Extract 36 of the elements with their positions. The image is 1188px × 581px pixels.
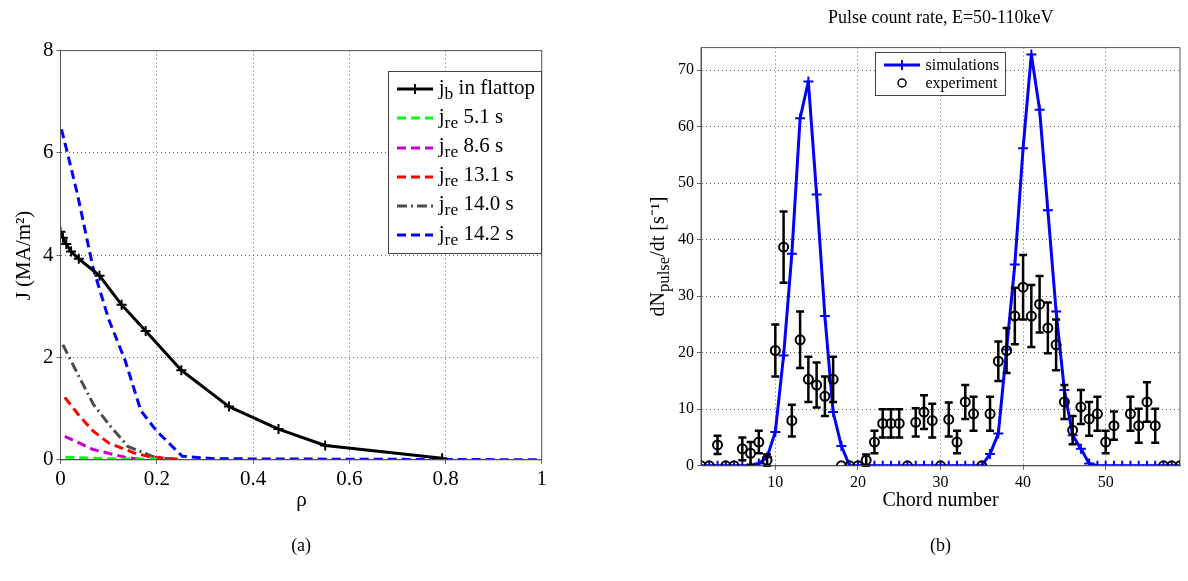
y-tick-label: 70 (678, 60, 694, 78)
x-tick-label: 0.2 (143, 465, 170, 490)
x-tick-label: 0.8 (432, 465, 459, 490)
y-tick-label: 2 (43, 344, 54, 369)
y-tick-label: 6 (43, 139, 54, 164)
x-tick-label: 0.6 (336, 465, 363, 490)
text: (b) (930, 535, 951, 556)
legend-label: j$_{re}$ 5.1 s (438, 103, 504, 133)
y-tick-label: 8 (43, 37, 54, 62)
legend-label: j$_{re}$ 14.0 s (438, 191, 514, 221)
legend-label: simulations (925, 55, 1000, 74)
text: (a) (291, 535, 312, 556)
x-axis-title: ρ (296, 486, 307, 512)
x-tick-label: 10 (767, 472, 784, 490)
y-tick-label: 4 (43, 241, 54, 266)
y-tick-label: 10 (678, 399, 694, 417)
x-tick-label: 30 (932, 472, 949, 490)
legend-label: j$_{re}$ 13.1 s (438, 162, 514, 192)
x-tick-label: 40 (1015, 472, 1032, 490)
x-tick-label: 0.4 (239, 465, 267, 490)
x-tick-label: 50 (1097, 472, 1114, 490)
y-tick-label: 0 (43, 446, 54, 471)
y-tick-label: 30 (678, 286, 694, 304)
x-tick-label: 20 (849, 472, 866, 490)
legend-label: j$_{re}$ 8.6 s (438, 132, 504, 163)
x-axis-title: Chord number (882, 487, 999, 511)
y-axis-title: J (MA/m²) (11, 210, 37, 301)
y-tick-label: 50 (678, 173, 694, 191)
y-tick-label: 60 (678, 116, 694, 134)
y-tick-label: 20 (678, 342, 694, 360)
x-tick-label: 1 (536, 465, 547, 490)
legend-label: j$_{re}$ 14.2 s (438, 220, 514, 250)
legend-label: j$_{b}$ in flattop (438, 74, 535, 104)
legend-label: experiment (925, 73, 998, 92)
chart-title: Pulse count rate, E=50-110keV (828, 7, 1054, 28)
y-tick-label: 40 (678, 229, 694, 247)
